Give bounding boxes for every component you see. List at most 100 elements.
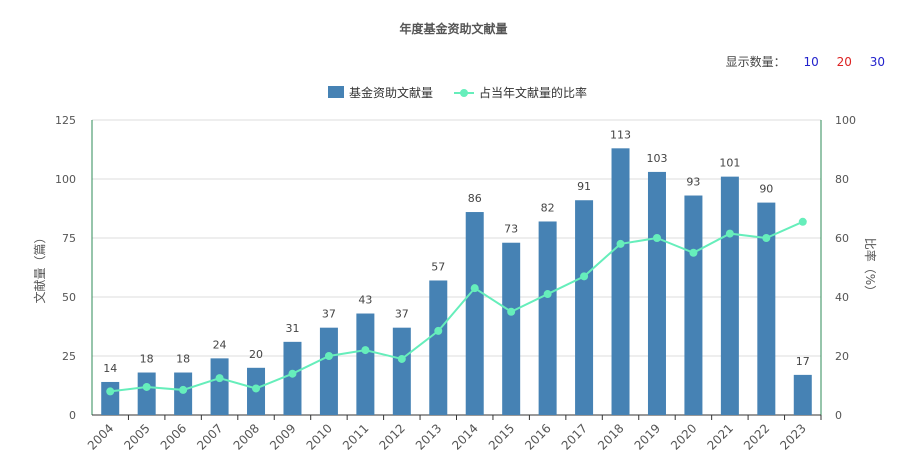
legend-line-marker: [460, 89, 468, 97]
bar-value-label: 86: [468, 192, 482, 205]
bar-value-label: 31: [285, 322, 299, 335]
bar-value-label: 93: [686, 176, 700, 189]
x-tick-label: 2022: [741, 421, 772, 452]
bar-2023[interactable]: [793, 374, 812, 415]
bar-2016[interactable]: [538, 221, 557, 415]
y-tick-label-right: 100: [835, 114, 856, 127]
ratio-point-2020[interactable]: [689, 248, 698, 257]
bar-value-label: 37: [395, 308, 409, 321]
ratio-point-2008[interactable]: [252, 384, 261, 393]
x-tick-label: 2020: [668, 421, 699, 452]
x-tick-label: 2005: [121, 421, 152, 452]
x-tick-label: 2016: [522, 421, 553, 452]
x-tick-label: 2011: [340, 421, 371, 452]
ratio-point-2017[interactable]: [580, 272, 589, 281]
x-tick-label: 2015: [486, 421, 517, 452]
x-tick-label: 2019: [632, 421, 663, 452]
bar-value-label: 101: [719, 157, 740, 170]
count-selector: 显示数量： 10 20 30: [726, 53, 885, 70]
x-tick-label: 2006: [158, 421, 189, 452]
ratio-line: [110, 220, 804, 393]
x-tick-label: 2021: [704, 421, 735, 452]
bar-value-label: 57: [431, 260, 445, 273]
bar-value-label: 18: [140, 353, 154, 366]
legend-bar-label: 基金资助文献量: [349, 85, 433, 100]
y-tick-label-left: 50: [62, 291, 76, 304]
legend-line-label: 占当年文献量的比率: [479, 85, 587, 100]
ratio-point-2022[interactable]: [762, 234, 771, 242]
y-axis-title-left: 文献量（篇）: [32, 231, 47, 303]
ratio-point-2018[interactable]: [616, 239, 625, 248]
y-tick-label-left: 0: [69, 409, 76, 422]
ratio-point-2004[interactable]: [106, 387, 115, 396]
x-tick-label: 2013: [413, 421, 444, 452]
x-tick-label: 2017: [559, 421, 590, 452]
x-tick-label: 2004: [85, 421, 116, 452]
chart-title: 年度基金资助文献量: [399, 22, 508, 36]
bar-2014[interactable]: [465, 212, 484, 415]
y-tick-label-left: 100: [55, 173, 76, 186]
bar-value-label: 43: [358, 294, 372, 307]
ratio-point-2016[interactable]: [543, 290, 552, 299]
ratio-point-2009[interactable]: [288, 369, 297, 378]
bar-2005[interactable]: [137, 372, 156, 415]
bar-value-label: 17: [796, 355, 810, 368]
x-tick-label: 2010: [304, 421, 335, 452]
x-tick-label: 2014: [449, 421, 480, 452]
ratio-point-2012[interactable]: [397, 354, 406, 363]
y-tick-label-right: 60: [835, 232, 849, 245]
ratio-point-2021[interactable]: [725, 229, 734, 238]
bar-value-label: 14: [103, 362, 117, 375]
legend-bar-swatch: [328, 86, 344, 98]
ratio-point-2010[interactable]: [324, 352, 333, 360]
y-tick-label-left: 125: [55, 114, 76, 127]
bar-value-label: 113: [610, 128, 631, 141]
y-tick-label-right: 20: [835, 350, 849, 363]
y-tick-label-left: 25: [62, 350, 76, 363]
ratio-point-2014[interactable]: [470, 284, 479, 293]
bar-value-label: 73: [504, 223, 518, 236]
count-option-20[interactable]: 20: [836, 55, 852, 69]
ratio-point-2013[interactable]: [434, 326, 443, 335]
bar-value-label: 24: [213, 338, 227, 351]
bar-2019[interactable]: [647, 171, 666, 415]
y-tick-label-left: 75: [62, 232, 76, 245]
bar-value-label: 90: [759, 183, 773, 196]
bar-2011[interactable]: [356, 313, 375, 415]
x-tick-label: 2008: [231, 421, 262, 452]
ratio-point-2019[interactable]: [652, 234, 661, 242]
x-tick-label: 2007: [194, 421, 225, 452]
bar-value-label: 91: [577, 180, 591, 193]
bar-2004[interactable]: [101, 381, 120, 415]
bar-2015[interactable]: [502, 242, 521, 415]
bar-2020[interactable]: [684, 195, 703, 415]
y-tick-label-right: 40: [835, 291, 849, 304]
ratio-point-2015[interactable]: [507, 307, 516, 316]
y-tick-label-right: 80: [835, 173, 849, 186]
x-tick-label: 2018: [595, 421, 626, 452]
bar-value-label: 20: [249, 348, 263, 361]
y-tick-label-right: 0: [835, 409, 842, 422]
bar-2010[interactable]: [319, 327, 338, 415]
bar-2021[interactable]: [720, 176, 739, 415]
bar-2009[interactable]: [283, 341, 302, 415]
y-axis-title-right: 比率（%）: [863, 238, 878, 297]
count-option-30[interactable]: 30: [869, 55, 885, 69]
bar-value-label: 103: [646, 152, 667, 165]
bar-2013[interactable]: [429, 280, 448, 415]
bar-value-label: 37: [322, 308, 336, 321]
ratio-point-2023[interactable]: [798, 217, 807, 226]
bar-2007[interactable]: [210, 358, 229, 415]
bar-2017[interactable]: [575, 200, 594, 415]
count-option-10[interactable]: 10: [803, 55, 819, 69]
bar-2012[interactable]: [392, 327, 411, 415]
ratio-point-2005[interactable]: [142, 382, 151, 391]
bar-2022[interactable]: [757, 202, 776, 415]
ratio-point-2011[interactable]: [361, 346, 370, 355]
bar-2018[interactable]: [611, 148, 630, 415]
x-tick-label: 2009: [267, 421, 298, 452]
bar-value-label: 82: [541, 201, 555, 214]
ratio-point-2007[interactable]: [215, 374, 224, 383]
ratio-point-2006[interactable]: [179, 385, 188, 394]
